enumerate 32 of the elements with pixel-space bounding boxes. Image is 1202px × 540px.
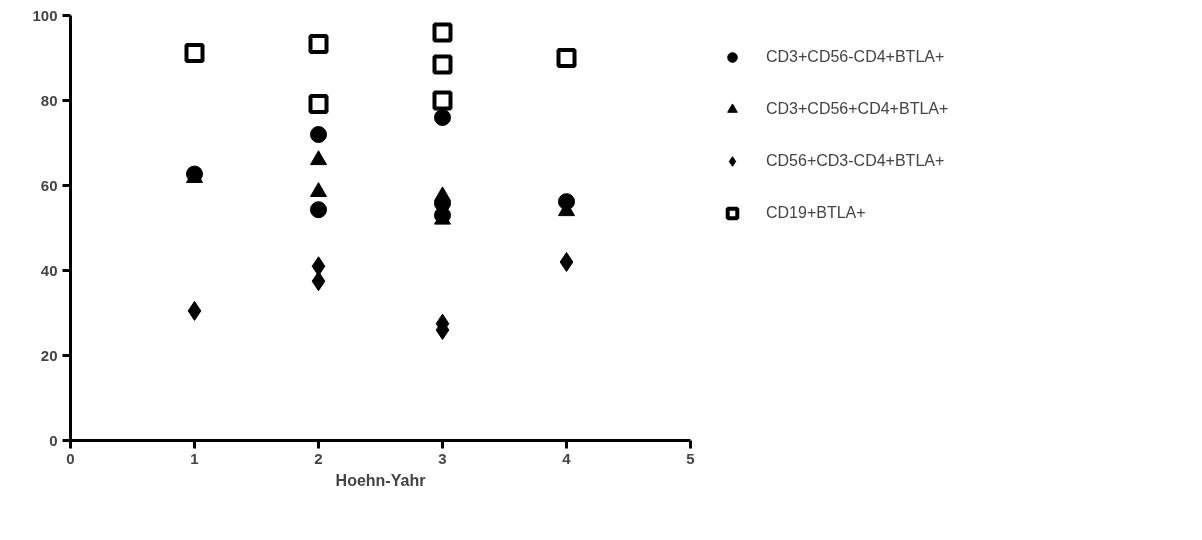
x-axis-title: Hoehn-Yahr <box>335 471 426 489</box>
legend-label: CD3+CD56+CD4+BTLA+ <box>766 100 949 118</box>
point <box>432 22 453 43</box>
point <box>184 42 205 63</box>
legend-label: CD56+CD3-CD4+BTLA+ <box>766 152 945 170</box>
point <box>308 93 329 114</box>
x-tick-label: 4 <box>562 449 572 467</box>
x-tick-label: 2 <box>314 449 323 467</box>
point <box>432 54 453 75</box>
point <box>187 300 202 321</box>
legend-label: CD19+BTLA+ <box>766 204 866 222</box>
point <box>559 252 574 272</box>
point <box>310 201 327 219</box>
x-tick-label: 0 <box>66 449 75 467</box>
point <box>311 271 326 292</box>
point <box>556 48 577 68</box>
y-tick-label: 0 <box>49 431 58 449</box>
y-tick-label: 40 <box>40 261 58 279</box>
point <box>434 186 451 202</box>
x-tick-label: 3 <box>438 449 447 467</box>
point <box>310 150 327 166</box>
point <box>308 33 329 54</box>
x-tick-label: 1 <box>190 449 199 467</box>
point <box>434 109 451 126</box>
y-tick-label: 100 <box>32 6 58 24</box>
point <box>310 126 327 143</box>
y-tick-label: 80 <box>40 91 58 109</box>
legend-label: CD3+CD56-CD4+BTLA+ <box>766 48 945 66</box>
point <box>432 90 453 111</box>
y-tick-label: 20 <box>40 346 58 364</box>
x-tick-label: 5 <box>686 449 695 467</box>
y-tick-label: 60 <box>40 176 58 194</box>
